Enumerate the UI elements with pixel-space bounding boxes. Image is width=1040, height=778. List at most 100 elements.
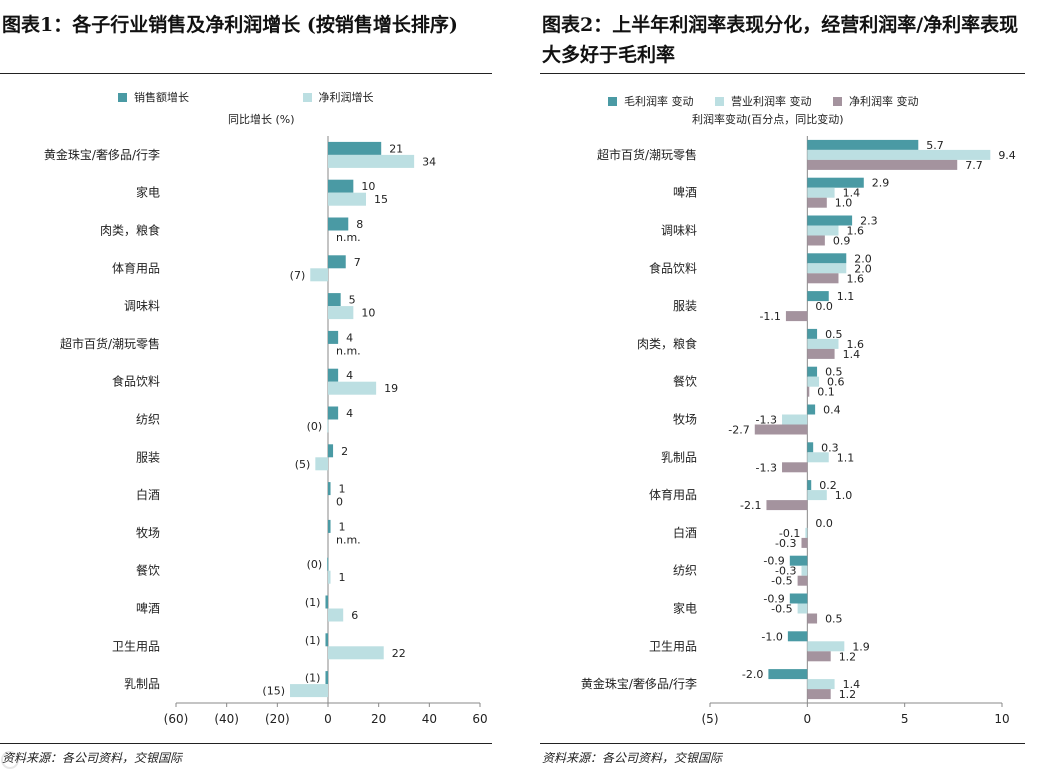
right-data-label: 0.0	[815, 517, 833, 530]
right-data-label: -0.9	[763, 555, 784, 568]
right-data-label: 1.1	[837, 451, 855, 464]
right-bar	[807, 452, 829, 463]
right-data-label: 2.0	[854, 262, 872, 275]
right-bar	[807, 187, 835, 198]
right-data-label: -0.3	[775, 565, 796, 578]
right-category-label: 白酒	[673, 525, 697, 540]
left-data-label: n.m.	[336, 533, 361, 546]
right-bar	[807, 235, 825, 246]
right-legend-item-gross[interactable]: 毛利润率 变动	[608, 93, 694, 109]
right-legend-label-net: 净利润率 变动	[849, 95, 919, 108]
left-x-tick-label: (60)	[164, 712, 189, 726]
left-bar	[328, 141, 382, 155]
right-bar	[785, 311, 808, 322]
right-bar	[807, 159, 958, 170]
right-bar	[805, 527, 808, 538]
right-bar	[754, 424, 808, 435]
left-legend-item-profit[interactable]: 净利润增长	[302, 89, 374, 105]
left-category-label: 白酒	[136, 487, 160, 502]
right-bar	[807, 348, 835, 359]
left-legend-label-profit: 净利润增长	[318, 91, 374, 104]
right-legend: 毛利润率 变动 营业利润率 变动 净利润率 变动	[608, 93, 937, 109]
right-axis-label: 利润率变动(百分点，同比变动)	[692, 113, 844, 126]
right-chart-svg: (5) 0 5 10超市百货/潮玩零售5.79.47.7啤酒2.91.41.0调味料2…	[581, 136, 1016, 726]
right-bar	[807, 689, 831, 700]
right-category-label: 卫生用品	[649, 639, 697, 653]
left-bar	[325, 633, 328, 647]
left-bar	[328, 293, 341, 307]
right-x-tick-label: 5	[901, 712, 909, 726]
left-data-label: 21	[389, 142, 403, 155]
right-data-label: 7.7	[965, 159, 983, 172]
right-bar	[807, 263, 847, 274]
right-bar	[801, 565, 808, 576]
left-bar	[328, 608, 344, 622]
left-bar	[328, 217, 349, 231]
left-data-label: 19	[384, 382, 398, 395]
right-bar	[787, 631, 808, 642]
right-bar	[807, 253, 847, 264]
left-legend-swatch-sales	[118, 92, 127, 102]
right-category-label: 超市百货/潮玩零售	[597, 147, 697, 162]
left-axis-label: 同比增长 (%)	[228, 113, 295, 126]
right-data-label: -2.7	[728, 424, 749, 437]
right-category-label: 服装	[673, 299, 697, 313]
left-category-label: 服装	[136, 450, 160, 464]
left-category-label: 乳制品	[124, 677, 160, 691]
right-data-label: 1.6	[846, 225, 864, 238]
right-data-label: -1.1	[759, 310, 780, 323]
left-x-tick-label: 20	[371, 712, 386, 726]
right-source-rule	[540, 743, 1025, 744]
left-category-label: 牧场	[136, 526, 160, 540]
right-data-label: -0.5	[771, 603, 792, 616]
left-bar	[328, 519, 331, 533]
right-bar	[807, 651, 831, 662]
left-source-note: 资料来源：各公司资料，交银国际	[2, 751, 183, 765]
left-data-label: 1	[339, 520, 346, 533]
right-data-label: -1.0	[761, 630, 782, 643]
left-category-label: 食品饮料	[112, 374, 160, 389]
left-data-label: 2	[341, 445, 348, 458]
left-x-tick-label: 60	[472, 712, 487, 726]
left-data-label: 10	[361, 307, 375, 320]
right-data-label: -2.1	[740, 499, 761, 512]
right-bar	[807, 376, 820, 387]
left-bar	[328, 406, 339, 420]
right-bar	[807, 386, 810, 397]
right-data-label: -0.9	[763, 593, 784, 606]
left-bar	[328, 306, 354, 320]
left-data-label: 5	[349, 294, 356, 307]
left-data-label: 1	[339, 483, 346, 496]
right-legend-item-net[interactable]: 净利润率 变动	[833, 93, 919, 109]
left-bar	[325, 671, 328, 685]
right-bar	[766, 500, 808, 511]
left-chart-title: 图表1：各子行业销售及净利润增长 (按销售增长排序)	[2, 14, 458, 36]
left-data-label: 4	[346, 407, 353, 420]
left-legend: 销售额增长 净利润增长	[118, 89, 392, 105]
left-bar	[310, 268, 328, 282]
right-bar	[807, 641, 845, 652]
left-data-label: (1)	[305, 634, 321, 647]
right-legend-item-operating[interactable]: 营业利润率 变动	[715, 93, 812, 109]
right-data-label: 9.4	[998, 149, 1016, 162]
left-data-label: n.m.	[336, 344, 361, 357]
left-data-label: 8	[356, 218, 363, 231]
right-data-label: 0.5	[825, 613, 843, 626]
left-data-label: 22	[392, 647, 406, 660]
right-bar	[807, 225, 839, 236]
left-legend-label-sales: 销售额增长	[134, 91, 189, 104]
left-bar	[325, 595, 328, 609]
right-data-label: 1.9	[852, 640, 870, 653]
right-data-label: 1.1	[837, 290, 855, 303]
right-data-label: 0.3	[821, 441, 839, 454]
left-legend-item-sales[interactable]: 销售额增长	[118, 89, 189, 105]
right-data-label: 1.4	[843, 187, 861, 200]
left-category-label: 超市百货/潮玩零售	[60, 336, 160, 351]
left-legend-swatch-profit	[302, 92, 312, 102]
right-data-label: 2.9	[872, 177, 890, 190]
right-data-label: -0.5	[771, 575, 792, 588]
right-bar	[782, 414, 808, 425]
right-bar	[807, 291, 829, 302]
right-source-note: 资料来源：各公司资料，交银国际	[542, 751, 723, 765]
left-data-label: (5)	[295, 458, 311, 471]
